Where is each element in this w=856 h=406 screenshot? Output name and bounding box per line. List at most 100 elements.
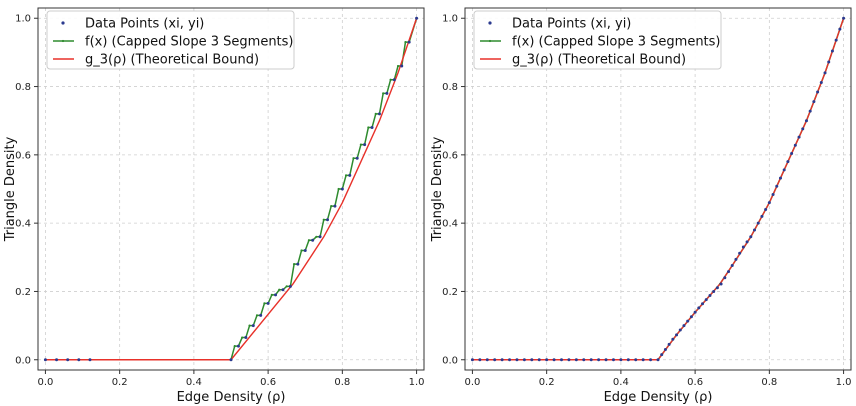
data-point [604, 358, 608, 362]
data-point [816, 90, 820, 94]
x-tick-label: 0.6 [687, 377, 703, 388]
data-point [415, 16, 419, 20]
data-point [663, 348, 667, 352]
data-point [782, 168, 786, 172]
data-point [660, 353, 664, 357]
data-point [392, 78, 396, 82]
data-point [244, 336, 248, 340]
f-series-marker [248, 324, 251, 327]
data-point [500, 358, 504, 362]
data-point [88, 358, 92, 362]
data-point [793, 143, 797, 147]
data-point [560, 358, 563, 362]
data-point [667, 342, 671, 346]
data-point [574, 358, 578, 362]
legend-point-marker [488, 21, 492, 25]
data-point [819, 80, 823, 84]
data-point [619, 358, 623, 362]
data-point [66, 358, 70, 362]
data-point [508, 358, 512, 362]
legend-label: g_3(ρ) (Theoretical Bound) [85, 53, 259, 68]
data-point [697, 306, 701, 310]
x-tick-label: 0.4 [613, 377, 629, 388]
data-point [738, 251, 742, 255]
f-series-marker [233, 344, 236, 348]
data-point [288, 284, 292, 288]
data-point [741, 245, 745, 249]
data-point [318, 235, 322, 239]
data-point [719, 282, 723, 286]
data-point [326, 218, 329, 222]
x-tick-label: 0.4 [186, 377, 202, 388]
data-point [808, 109, 812, 113]
y-tick-label: 0.6 [15, 150, 31, 161]
legend-point-marker [61, 21, 65, 25]
data-point [530, 358, 534, 362]
f-series-marker [300, 249, 303, 252]
data-point [830, 49, 834, 53]
data-point [77, 358, 81, 362]
data-point [838, 27, 842, 31]
f-series-marker [292, 263, 296, 266]
data-point [515, 358, 519, 362]
data-point [656, 358, 660, 362]
data-point [251, 324, 255, 328]
data-point [485, 358, 489, 362]
data-point [470, 358, 474, 362]
data-point [641, 358, 645, 362]
data-point [348, 173, 352, 177]
data-point [274, 293, 278, 297]
data-point [266, 301, 270, 305]
legend-label: Data Points (xi, yi) [512, 17, 631, 32]
data-point [801, 127, 805, 131]
data-point [767, 201, 771, 205]
data-point [537, 358, 541, 362]
f-series-marker [352, 157, 355, 160]
data-point [812, 100, 816, 104]
x-tick-label: 1.0 [409, 377, 425, 388]
plot-frame [37, 7, 425, 371]
data-point [296, 262, 300, 266]
data-point [671, 337, 675, 341]
f-series-marker [404, 41, 407, 44]
y-tick-label: 1.0 [15, 14, 31, 25]
data-point [611, 358, 615, 362]
g3-bound-line [45, 18, 418, 361]
data-point [626, 358, 630, 362]
data-point [634, 358, 638, 362]
data-point [786, 160, 790, 164]
f-series-marker [285, 285, 288, 288]
y-axis-label: Triangle Density [430, 136, 445, 242]
data-point [723, 276, 727, 280]
f-series-marker [389, 78, 392, 81]
data-point [311, 238, 315, 242]
f-series-marker [374, 112, 377, 115]
data-point [834, 38, 838, 42]
data-point [682, 324, 686, 328]
x-tick-label: 0.6 [260, 377, 276, 388]
data-point [771, 192, 775, 196]
data-point [749, 235, 753, 239]
y-tick-label: 0.8 [442, 82, 458, 93]
data-point [649, 358, 653, 362]
data-point [678, 328, 682, 332]
data-point [775, 184, 779, 188]
data-point [756, 221, 760, 225]
f-series-marker [307, 239, 311, 242]
data-point [760, 214, 764, 218]
legend-f-marker [488, 39, 492, 43]
legend-label: f(x) (Capped Slope 3 Segments) [85, 35, 294, 50]
data-point [545, 358, 549, 362]
f-series-marker [322, 218, 325, 221]
data-point [823, 71, 827, 75]
data-point [582, 358, 586, 362]
data-point [693, 310, 697, 314]
data-point [842, 16, 846, 20]
data-point [730, 263, 734, 267]
data-point [522, 358, 526, 362]
data-point [377, 112, 381, 116]
y-tick-label: 0.2 [442, 287, 458, 298]
plot-frame [464, 7, 852, 371]
data-point [493, 358, 497, 362]
